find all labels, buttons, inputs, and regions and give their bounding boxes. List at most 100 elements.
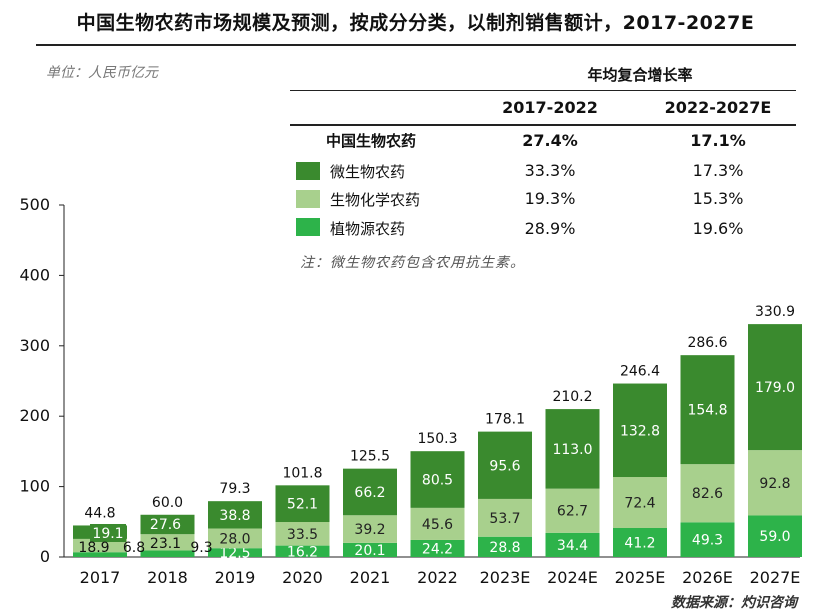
row-microbial-cagr-1: 33.3% [524,161,576,180]
data-label: 80.5 [422,473,453,489]
x-tick-label: 2017 [80,568,121,587]
data-label: 6.8 [123,540,145,556]
total-label: 210.2 [552,389,592,405]
total-label: 178.1 [485,412,525,428]
bar-segment [680,522,735,557]
row-biochemical-cagr-1: 19.3% [524,189,576,208]
data-label: 92.8 [759,476,790,492]
row-total-cagr-2: 17.1% [690,131,746,150]
total-label: 101.8 [282,465,322,481]
cagr-header: 年均复合增长率 [587,66,693,84]
bar-segment [410,539,465,557]
bar-segment [140,534,195,551]
x-tick-label: 2020 [282,568,323,587]
x-tick-label: 2023E [480,568,531,587]
bar-segment [748,450,802,516]
total-label: 44.8 [84,505,115,521]
data-label: 39.2 [354,522,385,538]
row-total-cagr-1: 27.4% [522,131,578,150]
swatch-microbial [296,162,320,180]
x-tick-label: 2024E [547,568,598,587]
total-label: 79.3 [219,481,250,497]
bar-segment [73,538,127,553]
bar-segment [478,431,532,499]
bar-segment [275,485,330,523]
table-rule-mid [290,124,796,126]
x-tick-label: 2025E [615,568,666,587]
data-label: 20.1 [354,543,385,559]
y-tick-label: 200 [19,406,50,425]
bar-segment [680,464,735,523]
title-rule [36,44,796,46]
x-tick-label: 2021 [350,568,391,587]
data-label: 62.7 [557,504,588,520]
bar-segment [748,515,802,557]
data-label: 34.4 [557,538,588,554]
bar-segment [343,542,397,557]
total-label: 60.0 [152,495,183,511]
chart-title: 中国生物农药市场规模及预测，按成分分类，以制剂销售额计，2017-2027E [76,12,755,34]
data-label: 28.8 [489,540,520,556]
bar-segment [613,527,667,557]
data-label: 16.2 [287,544,318,560]
bar-segment [613,477,667,528]
row-botanical-cagr-1: 28.9% [524,219,576,238]
row-label-microbial: 微生物农药 [330,163,406,181]
bar-segment [275,545,330,557]
bar-segment [613,383,667,478]
data-label: 113.0 [552,442,592,458]
x-tick-label: 2026E [682,568,733,587]
data-label: 66.2 [354,485,385,501]
data-label-box [90,524,126,542]
bar-segment [343,468,397,516]
y-tick-label: 500 [19,195,50,214]
data-label: 49.3 [692,533,723,549]
swatch-botanical [296,218,320,236]
bar-segment [208,528,262,549]
row-biochemical-cagr-2: 15.3% [692,189,744,208]
row-microbial-cagr-2: 17.3% [692,161,744,180]
data-label: 179.0 [755,380,795,396]
bar-segment [410,451,465,508]
bar-segment [478,536,532,557]
data-label: 38.8 [219,508,250,524]
x-tick-label: 2022 [417,568,458,587]
bar-segment [478,498,532,537]
data-label: 33.5 [287,527,318,543]
bar-segment [748,324,802,451]
bar-segment [545,532,600,557]
row-label-biochemical: 生物化学农药 [330,191,421,209]
data-label: 12.5 [219,546,250,562]
data-label: 27.6 [150,517,181,533]
data-label: 23.1 [150,536,181,552]
bar-segment [208,501,262,529]
row-label-botanical: 植物源农药 [330,220,406,238]
data-label: 132.8 [620,423,660,439]
y-tick-label: 300 [19,336,50,355]
x-tick-label: 2027E [750,568,801,587]
data-label: 9.3 [190,540,212,556]
data-label: 53.7 [489,511,520,527]
bar-segment [343,515,397,543]
bar-segment [680,355,735,465]
x-tick-label: 2018 [147,568,188,587]
bar-segment [73,552,127,557]
data-label: 18.9 [78,540,109,556]
total-label: 330.9 [755,304,795,320]
data-label: 59.0 [759,529,790,545]
total-label: 246.4 [620,364,660,380]
data-label: 45.6 [422,517,453,533]
row-botanical-cagr-2: 19.6% [692,219,744,238]
bar-segment [545,409,600,489]
total-label: 286.6 [687,335,727,351]
data-label: 41.2 [624,535,655,551]
period-header-2: 2022-2027E [664,98,772,117]
x-tick-label: 2019 [215,568,256,587]
total-label: 125.5 [350,449,390,465]
period-header-1: 2017-2022 [502,98,598,117]
data-label: 52.1 [287,497,318,513]
bar-segment [545,488,600,533]
y-tick-label: 100 [19,477,50,496]
row-label-total: 中国生物农药 [326,132,417,150]
